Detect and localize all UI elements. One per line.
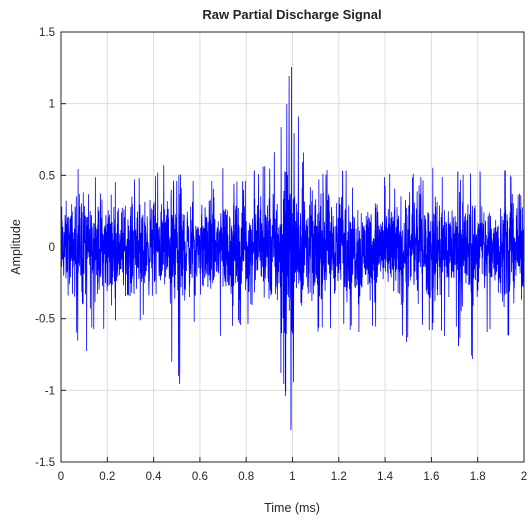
x-tick-label: 1.6 xyxy=(423,471,439,483)
chart-title: Raw Partial Discharge Signal xyxy=(202,7,381,22)
x-tick-label: 2 xyxy=(521,471,527,483)
y-axis-label: Amplitude xyxy=(9,219,23,275)
tick-layer: 0 0.2 0.4 0.6 0.8 1 1.2 1.4 1.6 1.8 2 -1.5 -1 -0.5 0 0.… xyxy=(35,27,527,483)
y-tick-label: 0 xyxy=(49,242,55,254)
x-tick-label: 1.4 xyxy=(377,471,394,483)
y-tick-label: -1.5 xyxy=(35,457,55,469)
y-tick-label: 1 xyxy=(49,99,55,111)
y-tick-label: 0.5 xyxy=(39,170,55,182)
y-tick-label: 1.5 xyxy=(39,27,55,39)
y-tick-label: -1 xyxy=(45,385,55,397)
x-tick-label: 0.2 xyxy=(99,471,115,483)
x-tick-label: 0.8 xyxy=(238,471,254,483)
x-axis-label: Time (ms) xyxy=(264,501,320,515)
x-tick-label: 1.2 xyxy=(331,471,347,483)
x-tick-label: 0.4 xyxy=(146,471,163,483)
y-tick-label: -0.5 xyxy=(35,314,55,326)
plot-layer xyxy=(60,66,525,431)
x-tick-label: 0.6 xyxy=(192,471,208,483)
signal-line xyxy=(60,66,525,431)
x-tick-label: 1.8 xyxy=(470,471,486,483)
x-tick-label: 0 xyxy=(58,471,64,483)
x-tick-label: 1 xyxy=(289,471,295,483)
